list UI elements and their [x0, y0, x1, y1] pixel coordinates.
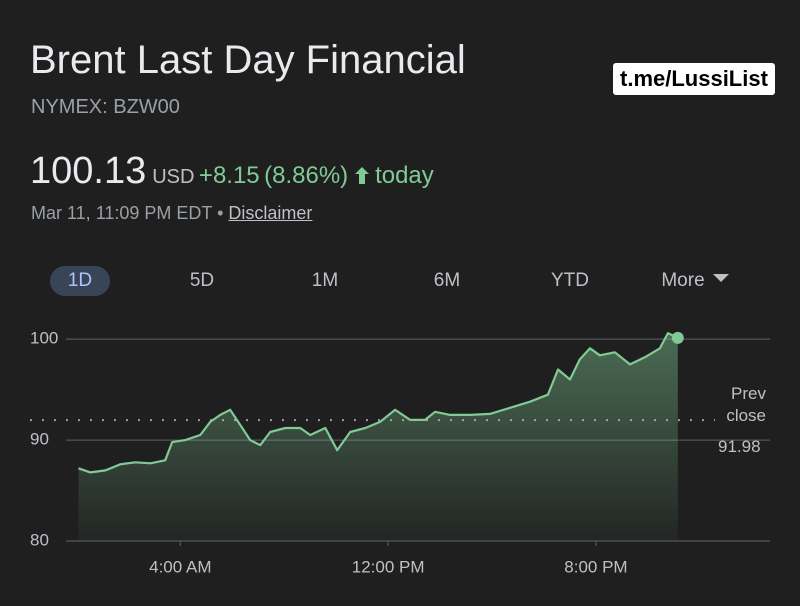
range-tab[interactable]: 5D [189, 270, 215, 291]
prev-close-label: Prev close [726, 384, 766, 425]
area [78, 333, 678, 541]
currency: USD [152, 166, 195, 188]
y-tick-label: 100 [30, 329, 58, 348]
x-tick-label: 12:00 PM [352, 557, 425, 576]
dropdown-icon [712, 274, 729, 282]
x-tick-label: 8:00 PM [564, 557, 627, 576]
up-arrow [354, 167, 369, 184]
disclaimer-link[interactable]: Disclaimer [228, 203, 313, 223]
y-tick-label: 90 [30, 430, 49, 449]
price-row: 100.13 USD +8.15 (8.86%) today [30, 150, 434, 193]
range-tab[interactable]: 1D [50, 266, 110, 296]
change-percent: (8.86%) [264, 162, 349, 189]
change: +8.15 [198, 162, 260, 189]
last-point [671, 331, 684, 344]
period: today [375, 162, 434, 189]
range-tab[interactable]: YTD [551, 270, 589, 291]
price: 100.13 [30, 150, 147, 192]
price-line [78, 332, 679, 474]
watermark: t.me/LussiList [613, 63, 775, 95]
subtitle: NYMEX: BZW00 [31, 96, 180, 118]
timestamp: Mar 11, 11:09 PM EDT [31, 203, 213, 223]
range-tab[interactable]: More [650, 266, 740, 296]
prev-close-value: 91.98 [718, 437, 761, 456]
y-tick-label: 80 [30, 530, 49, 549]
range-tab[interactable]: 1M [311, 270, 339, 291]
x-tick-label: 4:00 AM [149, 557, 211, 576]
range-tab[interactable]: 6M [433, 270, 461, 291]
timestamp-row: Mar 11, 11:09 PM EDT • Disclaimer [31, 203, 312, 224]
title: Brent Last Day Financial [30, 38, 466, 82]
separator: • [217, 203, 224, 223]
